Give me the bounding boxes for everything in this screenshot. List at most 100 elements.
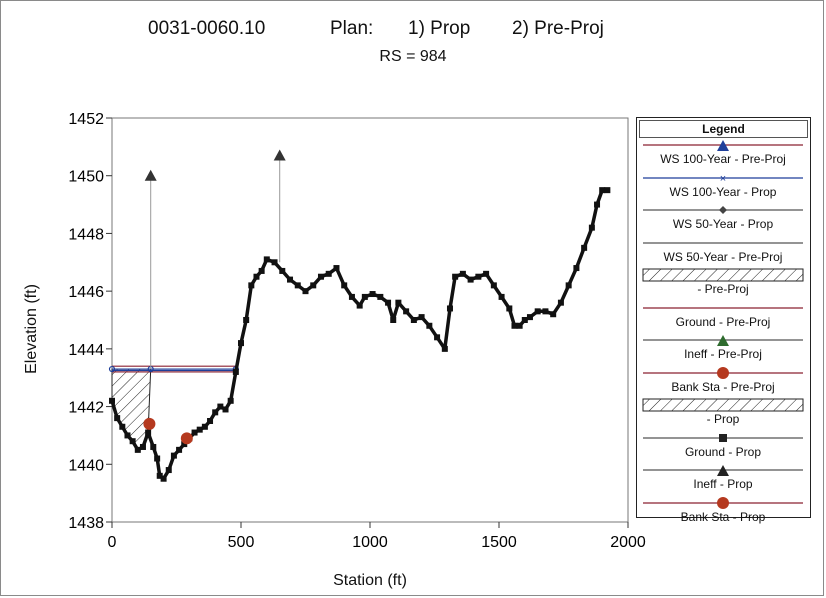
ground-point (165, 467, 172, 474)
ground-point (385, 299, 392, 306)
ground-point (238, 340, 244, 347)
ineffective-marker (144, 169, 157, 181)
ground-point (390, 317, 397, 323)
ground-point (467, 276, 474, 283)
x-tick-label: 2000 (610, 534, 646, 551)
ground-point (119, 423, 126, 430)
y-tick-label: 1438 (68, 515, 104, 532)
river-station-label: RS = 984 (379, 48, 447, 65)
ground-point (139, 443, 146, 450)
y-tick-label: 1440 (68, 457, 104, 474)
y-tick-label: 1444 (68, 342, 104, 359)
plot-box (111, 117, 629, 523)
ground-point (542, 308, 549, 315)
legend-item-label: WS 50-Year - Prop (672, 217, 774, 231)
legend-diamond (719, 206, 727, 214)
ground-point (170, 452, 177, 459)
ground-point (150, 443, 157, 450)
legend-symbol (642, 268, 804, 282)
legend-title: Legend (639, 120, 808, 138)
plan-1: 1) Prop (408, 18, 471, 39)
ground-point (191, 429, 198, 436)
legend-item: Ground - Pre-Proj (637, 299, 809, 333)
ground-point (377, 293, 384, 300)
ground-point (459, 270, 466, 277)
legend-item-label: Bank Sta - Prop (680, 509, 766, 524)
legend-item: Ineff - Pre-Proj (637, 331, 809, 365)
ground-point (475, 273, 482, 280)
x-tick-label: 0 (108, 534, 117, 551)
station-id: 0031-0060.10 (148, 18, 266, 39)
legend-hatch-swatch (642, 268, 804, 282)
ground-point (196, 426, 203, 433)
ground-point (534, 308, 541, 315)
ground-point (418, 314, 425, 321)
legend-item: - Pre-Proj (637, 266, 809, 300)
x-tick-label: 1000 (352, 534, 388, 551)
ground-point (114, 415, 121, 422)
ground-point (521, 317, 528, 323)
legend-item-label: WS 100-Year - Prop (669, 184, 777, 199)
ground-point (271, 259, 278, 266)
ground-point (154, 455, 161, 462)
ground-point (599, 187, 606, 194)
legend-symbol (643, 241, 803, 244)
y-tick-label: 1448 (68, 226, 104, 243)
legend-triangle (717, 465, 729, 476)
ground-point (109, 397, 115, 404)
ground-point (452, 273, 459, 280)
ground-point (341, 282, 348, 289)
x-tick-label: 1500 (481, 534, 517, 551)
legend-item: WS 50-Year - Prop (637, 201, 809, 235)
x-tick-label: 500 (228, 534, 255, 551)
ground-point (232, 368, 239, 375)
ground-point (129, 438, 136, 445)
ground-point (310, 282, 317, 289)
legend-circle (717, 496, 729, 509)
ground-point (483, 270, 490, 277)
legend-item: - Prop (637, 396, 809, 430)
ground-point (410, 317, 417, 323)
ground-point (498, 293, 505, 300)
ground-point (325, 270, 332, 277)
legend-item: Ground - Prop (637, 429, 809, 463)
ineffective-marker (273, 149, 286, 161)
legend-item-label: - Prop (706, 412, 740, 426)
ground-point (588, 224, 595, 231)
legend-item-label: Ground - Pre-Proj (675, 314, 771, 329)
ground-point (156, 472, 163, 479)
ground-point (333, 265, 340, 272)
plan-2: 2) Pre-Proj (512, 18, 604, 39)
ground-point (395, 299, 402, 306)
ground-point (573, 265, 580, 272)
ground-point (511, 322, 518, 329)
ground-point (287, 276, 294, 283)
legend-triangle (717, 140, 729, 151)
legend-symbol (643, 366, 803, 379)
ground-point (134, 446, 141, 453)
ground-point (594, 201, 601, 208)
legend-item-label: Ground - Prop (684, 444, 762, 459)
legend-item-label: Ineff - Pre-Proj (684, 347, 762, 361)
ground-point (361, 293, 368, 300)
ground-point (279, 267, 286, 274)
ground-point (441, 345, 448, 352)
ground-point (145, 429, 152, 436)
ground-point (426, 322, 433, 329)
legend-item: WS 50-Year - Pre-Proj (637, 234, 809, 268)
ground-point (581, 244, 588, 251)
ground-point (212, 409, 219, 416)
ground-point (557, 299, 564, 306)
ground-point (446, 305, 453, 312)
ground-point (227, 397, 234, 404)
ground-point (317, 273, 324, 280)
legend-square (719, 433, 727, 442)
ground-point (124, 432, 131, 439)
legend: Legend WS 100-Year - Pre-Proj × WS 100-Yea… (636, 117, 811, 524)
ground-point (348, 293, 355, 300)
legend-triangle (717, 335, 729, 346)
ground-point (294, 282, 301, 289)
ground-point (490, 282, 497, 289)
ground-point (369, 291, 376, 298)
